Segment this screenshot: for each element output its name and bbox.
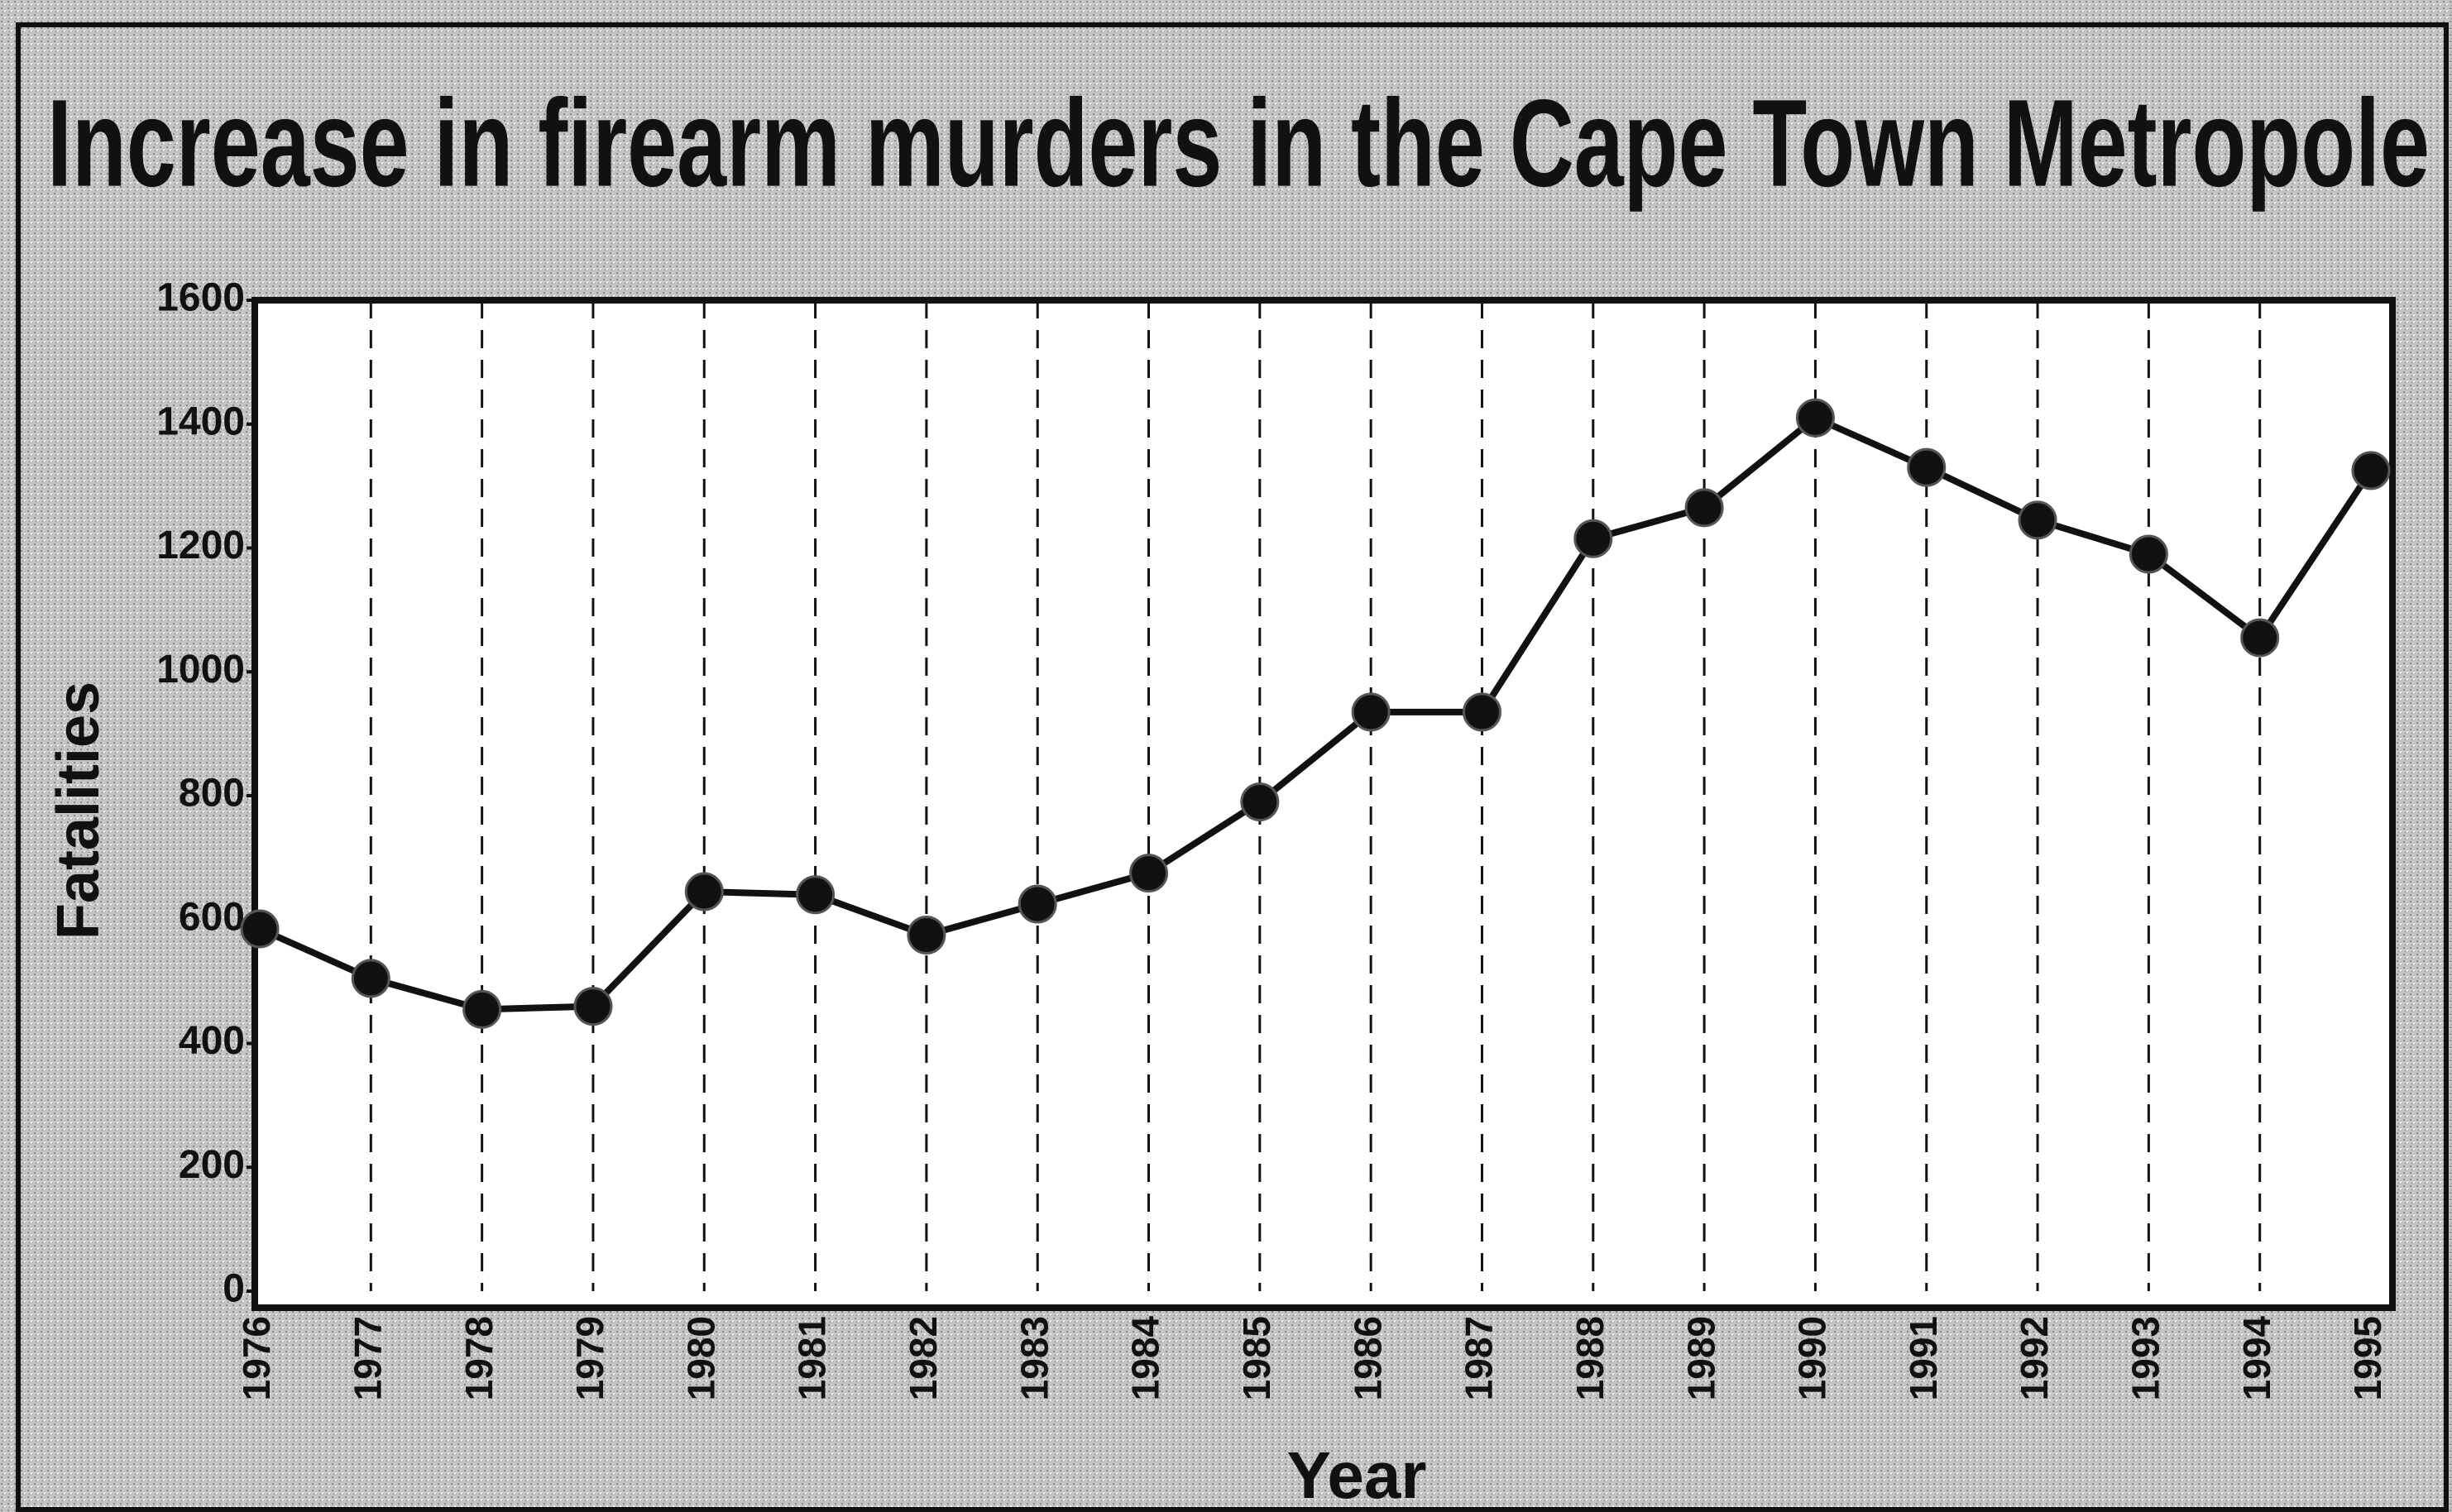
data-point xyxy=(2351,451,2391,490)
x-tick-label: 1989 xyxy=(1679,1316,1722,1400)
data-point xyxy=(1018,884,1057,924)
y-tick-label: 400 xyxy=(179,1019,245,1063)
data-point xyxy=(796,875,836,915)
y-tick-label: 0 xyxy=(223,1267,245,1311)
data-line xyxy=(258,414,2374,1013)
x-tick-label: 1988 xyxy=(1568,1316,1612,1400)
frame xyxy=(16,22,2449,1512)
x-tick-label: 1976 xyxy=(235,1316,278,1400)
x-tick-label: 1987 xyxy=(1458,1316,1501,1400)
x-tick-label: 1982 xyxy=(902,1316,945,1400)
data-point xyxy=(1684,488,1724,528)
data-point xyxy=(351,959,390,998)
data-point xyxy=(2240,618,2280,658)
data-point xyxy=(573,987,613,1026)
x-tick-label: 1980 xyxy=(679,1316,722,1400)
y-tick-label: 1200 xyxy=(156,524,245,567)
data-point xyxy=(1240,782,1280,821)
data-point xyxy=(240,909,280,949)
data-point xyxy=(907,915,946,955)
y-tick-label: 200 xyxy=(179,1143,245,1187)
data-point xyxy=(1795,398,1835,438)
x-tick-label: 1985 xyxy=(1235,1316,1278,1400)
data-point xyxy=(1129,854,1169,893)
y-tick-label: 800 xyxy=(179,772,245,816)
data-point xyxy=(684,872,724,912)
x-tick-label: 1990 xyxy=(1791,1316,1834,1400)
x-tick-label: 1992 xyxy=(2013,1316,2056,1400)
y-tick-label: 1000 xyxy=(156,648,245,691)
x-tick-label: 1983 xyxy=(1013,1316,1056,1400)
x-tick-label: 1995 xyxy=(2346,1316,2389,1400)
x-tick-label: 1991 xyxy=(1902,1316,1945,1400)
data-point xyxy=(1462,692,1501,732)
chart-title: Increase in firearm murders in the Cape … xyxy=(47,74,2430,213)
x-tick-label: 1993 xyxy=(2124,1316,2167,1400)
data-point xyxy=(2129,534,2168,574)
data-point xyxy=(2018,500,2057,540)
x-tick-label: 1994 xyxy=(2235,1316,2278,1401)
x-axis-label: Year xyxy=(1286,1438,1426,1512)
y-tick-label: 1400 xyxy=(156,400,245,443)
x-tick-label: 1977 xyxy=(346,1316,389,1400)
data-point xyxy=(1573,519,1613,558)
x-tick-label: 1978 xyxy=(457,1316,500,1400)
y-tick-label: 1600 xyxy=(156,276,245,320)
x-tick-label: 1986 xyxy=(1346,1316,1389,1400)
data-point xyxy=(1907,447,1947,487)
y-axis-label: Fatalities xyxy=(45,682,112,940)
y-tick-label: 600 xyxy=(179,895,245,939)
x-tick-label: 1979 xyxy=(568,1316,611,1400)
x-tick-label: 1984 xyxy=(1124,1316,1167,1401)
x-tick-label: 1981 xyxy=(791,1316,834,1400)
data-point xyxy=(462,989,502,1029)
plot-area xyxy=(251,297,2396,1311)
data-point xyxy=(1351,692,1391,732)
